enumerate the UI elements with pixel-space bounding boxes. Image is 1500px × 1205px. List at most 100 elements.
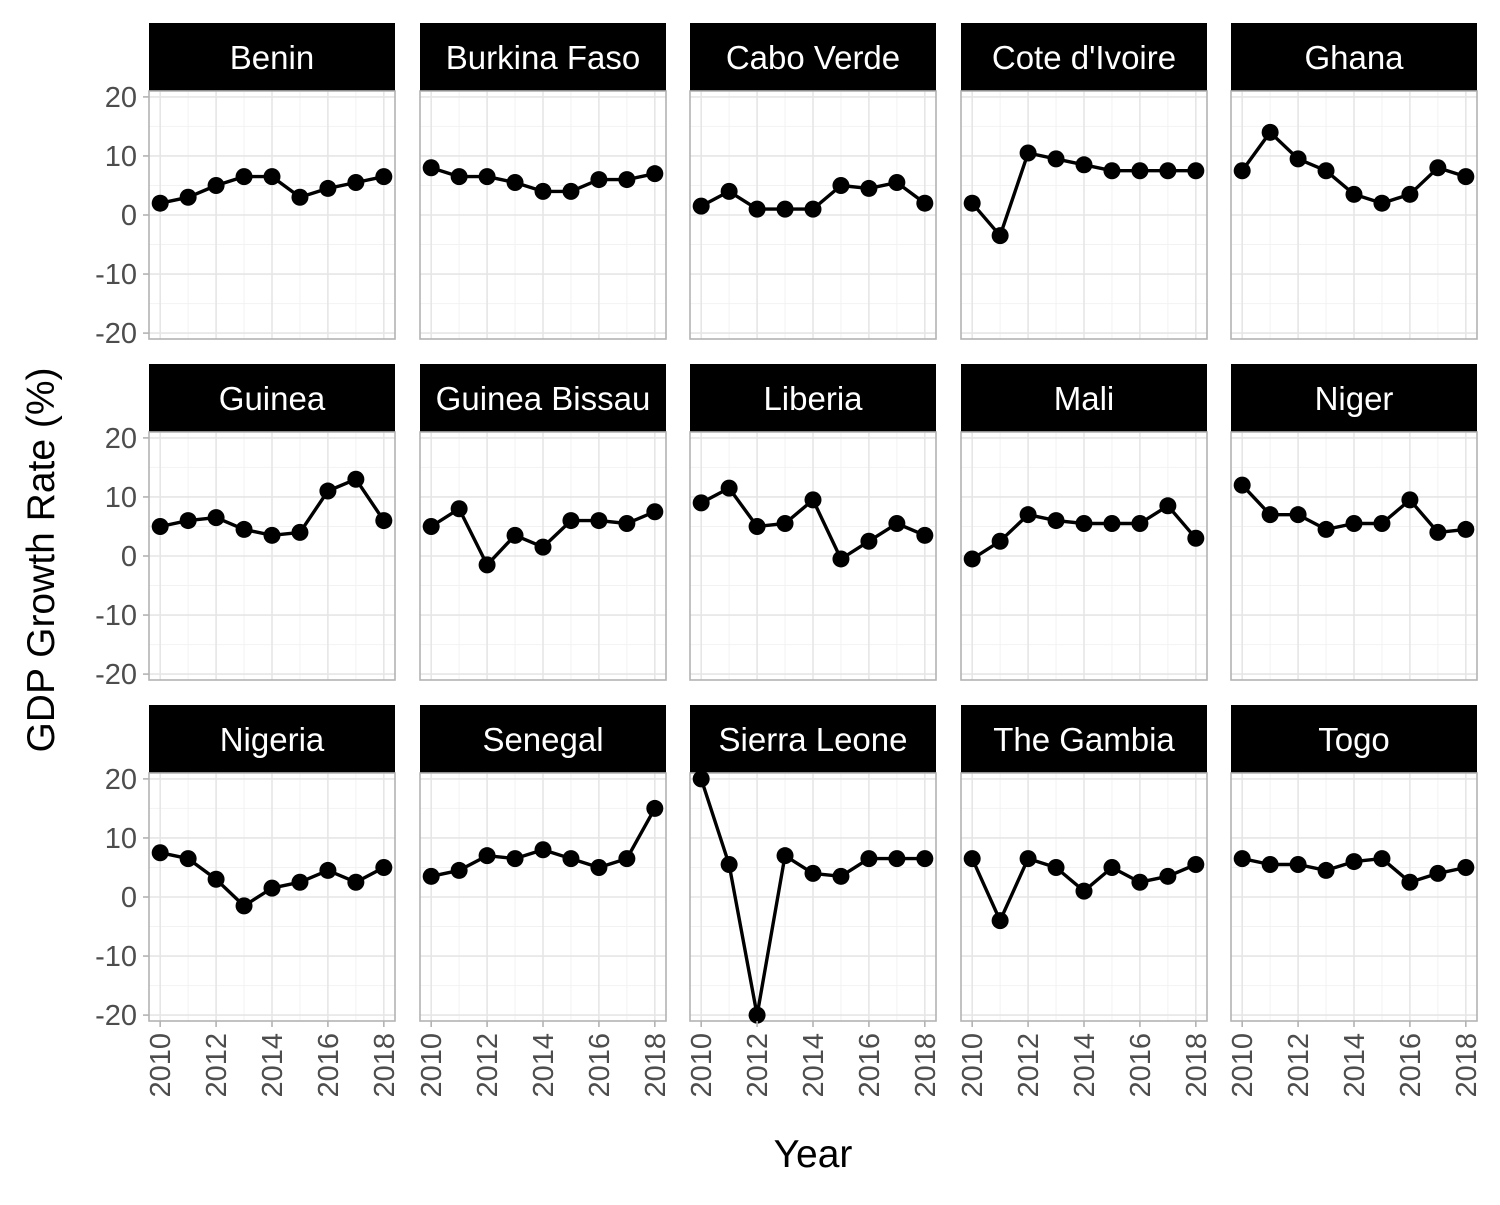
data-point bbox=[1047, 512, 1065, 530]
data-point bbox=[1103, 162, 1121, 180]
data-point bbox=[506, 174, 524, 192]
panel-border bbox=[1230, 90, 1478, 340]
y-tick-label: 0 bbox=[121, 200, 137, 232]
data-point bbox=[1131, 162, 1149, 180]
data-point bbox=[319, 482, 337, 500]
facet-strip bbox=[420, 364, 666, 432]
facet-strip-label: Ghana bbox=[1304, 39, 1404, 76]
y-tick-label: 0 bbox=[121, 541, 137, 573]
data-point bbox=[720, 856, 738, 874]
data-point bbox=[422, 517, 440, 535]
data-point bbox=[478, 556, 496, 574]
data-point bbox=[235, 520, 253, 538]
x-tick-label: 2010 bbox=[957, 1033, 989, 1098]
y-tick-label: 20 bbox=[105, 82, 137, 114]
facet-strip bbox=[1231, 705, 1477, 773]
data-point bbox=[748, 200, 766, 218]
y-tick-label: -10 bbox=[95, 259, 137, 291]
data-point bbox=[1401, 873, 1419, 891]
data-point bbox=[963, 850, 981, 868]
panel-border bbox=[689, 431, 937, 681]
data-point bbox=[1401, 491, 1419, 509]
data-point bbox=[1317, 520, 1335, 538]
facet-panels: Benin Burkina Faso Cabo Verde Cote d'Ivoire… bbox=[148, 23, 1478, 1024]
y-tick-label: -20 bbox=[95, 659, 137, 691]
data-point bbox=[991, 912, 1009, 930]
data-point bbox=[1233, 850, 1251, 868]
facet-panel: Senegal bbox=[419, 705, 667, 1022]
facet-strip bbox=[420, 705, 666, 773]
x-tick-label: 2012 bbox=[472, 1033, 504, 1098]
y-axes: 20 10 0 -10 -20 20 10 0 -10 -20 20 10 0 -10 -20 bbox=[95, 82, 149, 1032]
data-point bbox=[1373, 515, 1391, 533]
x-tick-label: 2014 bbox=[1339, 1033, 1371, 1098]
facet-strip-label: Nigeria bbox=[220, 721, 325, 758]
x-tick-label: 2012 bbox=[201, 1033, 233, 1098]
data-point bbox=[590, 858, 608, 876]
x-tick-label: 2016 bbox=[1395, 1033, 1427, 1098]
facet-strip bbox=[420, 23, 666, 91]
data-point bbox=[692, 770, 710, 788]
facet-strip-label: Cabo Verde bbox=[726, 39, 900, 76]
data-point bbox=[1345, 853, 1363, 871]
data-point bbox=[1373, 850, 1391, 868]
x-tick-label: 2014 bbox=[528, 1033, 560, 1098]
data-point bbox=[1075, 515, 1093, 533]
facet-strip bbox=[961, 23, 1207, 91]
x-tick-label: 2012 bbox=[1283, 1033, 1315, 1098]
data-point bbox=[562, 850, 580, 868]
data-point bbox=[375, 858, 393, 876]
data-point bbox=[991, 227, 1009, 245]
data-point bbox=[1457, 858, 1475, 876]
facet-strip-label: Benin bbox=[230, 39, 314, 76]
facet-strip bbox=[961, 364, 1207, 432]
data-point bbox=[1131, 873, 1149, 891]
data-point bbox=[347, 174, 365, 192]
data-point bbox=[1103, 858, 1121, 876]
data-point bbox=[1457, 168, 1475, 186]
data-point bbox=[1317, 861, 1335, 879]
data-point bbox=[1373, 194, 1391, 212]
data-point bbox=[1019, 144, 1037, 162]
facet-panel: Guinea Bissau bbox=[419, 364, 667, 681]
data-point bbox=[235, 168, 253, 186]
panel-border bbox=[419, 90, 667, 340]
y-axis-title: GDP Growth Rate (%) bbox=[20, 367, 63, 752]
facet-panel: Nigeria bbox=[148, 705, 396, 1022]
facet-strip bbox=[1231, 364, 1477, 432]
data-point bbox=[422, 867, 440, 885]
data-point bbox=[1019, 506, 1037, 524]
facet-panel: Sierra Leone bbox=[689, 705, 937, 1024]
x-tick-label: 2012 bbox=[1013, 1033, 1045, 1098]
data-point bbox=[319, 861, 337, 879]
facet-strip bbox=[149, 23, 395, 91]
data-point bbox=[1159, 497, 1177, 515]
facet-panel: Cote d'Ivoire bbox=[960, 23, 1208, 340]
data-point bbox=[534, 841, 552, 859]
data-point bbox=[151, 194, 169, 212]
data-point bbox=[347, 470, 365, 488]
x-tick-label: 2010 bbox=[145, 1033, 177, 1098]
x-tick-label: 2010 bbox=[686, 1033, 718, 1098]
data-point bbox=[1261, 506, 1279, 524]
facet-panel: Liberia bbox=[689, 364, 937, 681]
x-tick-label: 2016 bbox=[854, 1033, 886, 1098]
data-point bbox=[1289, 506, 1307, 524]
data-point bbox=[375, 512, 393, 530]
facet-strip-label: Mali bbox=[1054, 380, 1115, 417]
data-point bbox=[646, 165, 664, 183]
facet-strip-label: The Gambia bbox=[993, 721, 1175, 758]
data-point bbox=[804, 491, 822, 509]
facet-panel: Ghana bbox=[1230, 23, 1478, 340]
x-tick-label: 2018 bbox=[640, 1033, 672, 1098]
x-tick-label: 2016 bbox=[1125, 1033, 1157, 1098]
facet-panel: Niger bbox=[1230, 364, 1478, 681]
data-point bbox=[646, 503, 664, 521]
data-point bbox=[748, 517, 766, 535]
data-point bbox=[916, 850, 934, 868]
facet-strip bbox=[690, 705, 936, 773]
data-point bbox=[263, 168, 281, 186]
data-point bbox=[450, 500, 468, 518]
data-point bbox=[776, 200, 794, 218]
